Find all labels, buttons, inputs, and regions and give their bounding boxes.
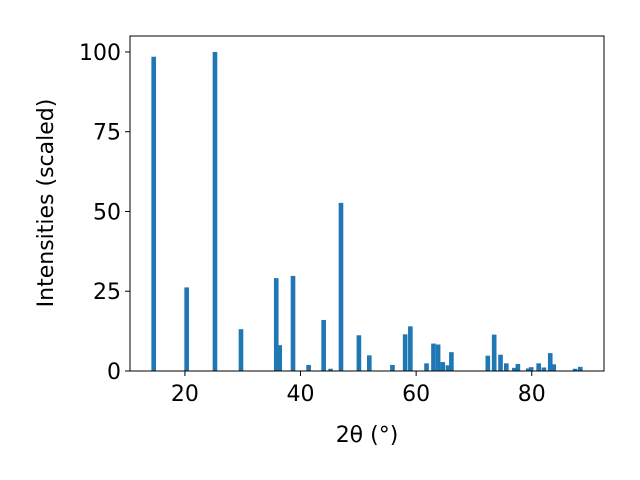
x-axis-label: 2θ (°): [336, 423, 399, 448]
y-tick-label: 50: [93, 200, 121, 225]
bar-20: [445, 365, 451, 371]
bar-2: [212, 51, 218, 371]
bar-25: [503, 363, 509, 371]
bar-32: [547, 353, 553, 371]
bar-26: [512, 367, 517, 371]
plot-frame: [129, 35, 605, 372]
bar-12: [367, 355, 372, 371]
y-axis-label: Intensities (scaled): [34, 99, 59, 308]
bar-7: [306, 364, 311, 371]
bar-14: [402, 334, 408, 371]
y-tick-label: 25: [93, 280, 121, 305]
y-tick-label: 75: [93, 121, 121, 146]
x-tick-label: 80: [518, 382, 546, 407]
x-tick-label: 40: [287, 382, 315, 407]
bar-16: [424, 363, 429, 371]
bar-18: [435, 344, 441, 371]
bar-30: [536, 363, 541, 371]
bar-0: [151, 56, 157, 371]
bar-13: [390, 364, 395, 371]
x-axis-ticks: 20 40 60 80: [171, 371, 546, 407]
x-tick-label: 20: [171, 382, 199, 407]
bar-29: [528, 367, 534, 371]
x-tick-label: 60: [402, 382, 430, 407]
bar-5: [277, 345, 283, 371]
bar-34: [572, 368, 578, 371]
bar-23: [491, 334, 497, 371]
bar-21: [449, 352, 454, 371]
bar-31: [541, 367, 547, 371]
bar-24: [498, 354, 503, 371]
y-axis-ticks: 0 25 50 75 100: [79, 41, 130, 385]
y-tick-label: 0: [107, 360, 121, 385]
bar-15: [408, 326, 413, 371]
bar-19: [440, 362, 446, 371]
bar-28: [525, 368, 531, 371]
bar-22: [485, 355, 491, 371]
bar-27: [515, 363, 521, 371]
y-tick-label: 100: [79, 41, 121, 66]
bar-35: [577, 366, 583, 371]
bar-10: [338, 202, 344, 371]
bar-11: [356, 335, 362, 371]
bar-17: [431, 343, 436, 371]
bars-group: [151, 51, 583, 371]
bar-6: [290, 275, 296, 371]
bar-4: [273, 278, 279, 371]
bar-33: [551, 364, 557, 371]
bar-9: [328, 368, 333, 371]
bar-1: [184, 287, 189, 371]
bar-3: [238, 329, 244, 371]
bar-8: [321, 319, 326, 371]
